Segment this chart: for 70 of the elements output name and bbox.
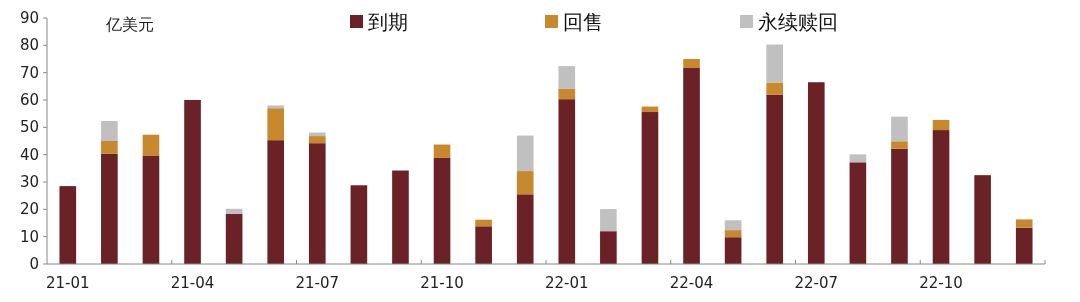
y-tick-label: 90	[19, 9, 39, 27]
bar	[1015, 227, 1033, 264]
bar	[1015, 219, 1033, 228]
legend-label: 回售	[563, 10, 603, 34]
bar	[558, 88, 576, 100]
y-axis-title: 亿美元	[105, 15, 154, 34]
y-tick-label: 30	[19, 173, 39, 191]
bar	[350, 185, 368, 264]
bar	[891, 148, 908, 264]
bar	[932, 130, 950, 264]
bar	[683, 68, 700, 264]
x-tick-label: 21-10	[420, 274, 464, 292]
bar	[308, 143, 326, 264]
y-tick-label: 80	[19, 36, 39, 55]
y-tick-label: 10	[19, 227, 39, 246]
bar	[267, 105, 285, 109]
bar	[184, 100, 201, 264]
y-tick-label: 40	[19, 145, 39, 164]
bar	[724, 220, 742, 231]
bar	[267, 140, 285, 264]
bar	[891, 116, 908, 142]
bar	[891, 141, 908, 149]
x-tick-label: 22-10	[919, 274, 963, 292]
y-tick-label: 50	[19, 118, 39, 137]
bar	[766, 94, 784, 264]
bar	[807, 82, 825, 264]
bar	[475, 219, 492, 227]
x-tick-label: 22-01	[544, 274, 589, 292]
bar	[516, 171, 534, 195]
y-tick-label: 60	[19, 91, 39, 109]
legend-label: 永续赎回	[758, 10, 838, 34]
bar	[308, 136, 326, 144]
bar	[516, 135, 534, 172]
x-tick-label: 21-04	[170, 274, 215, 292]
bar	[724, 230, 742, 238]
bar	[475, 226, 492, 264]
bar	[142, 155, 160, 264]
x-tick-label: 22-04	[669, 274, 714, 292]
bar	[600, 209, 617, 232]
bar	[59, 186, 77, 264]
bar	[433, 144, 451, 158]
bar	[267, 108, 285, 141]
bar	[558, 66, 576, 89]
x-tick-label: 22-07	[794, 274, 839, 292]
bar	[849, 162, 867, 264]
bar	[392, 170, 409, 264]
bar	[974, 175, 991, 264]
bar	[516, 194, 534, 264]
bar	[558, 99, 576, 264]
legend-label: 到期	[368, 10, 408, 34]
bar	[766, 82, 784, 95]
bar	[101, 141, 118, 154]
bar	[724, 237, 742, 264]
bar	[849, 154, 867, 163]
bar	[641, 112, 659, 264]
bar	[225, 208, 243, 214]
bar	[142, 134, 160, 156]
bar	[766, 44, 784, 83]
bar	[101, 121, 118, 141]
y-tick-label: 0	[29, 255, 39, 273]
bar	[433, 157, 451, 264]
y-tick-label: 70	[19, 63, 39, 82]
x-tick-label: 21-07	[295, 274, 340, 292]
bar	[683, 59, 700, 69]
bar	[101, 153, 118, 264]
y-tick-label: 20	[19, 200, 39, 219]
bar	[600, 231, 617, 264]
x-tick-label: 21-01	[45, 274, 90, 292]
bar	[932, 119, 950, 131]
bar	[225, 213, 243, 264]
